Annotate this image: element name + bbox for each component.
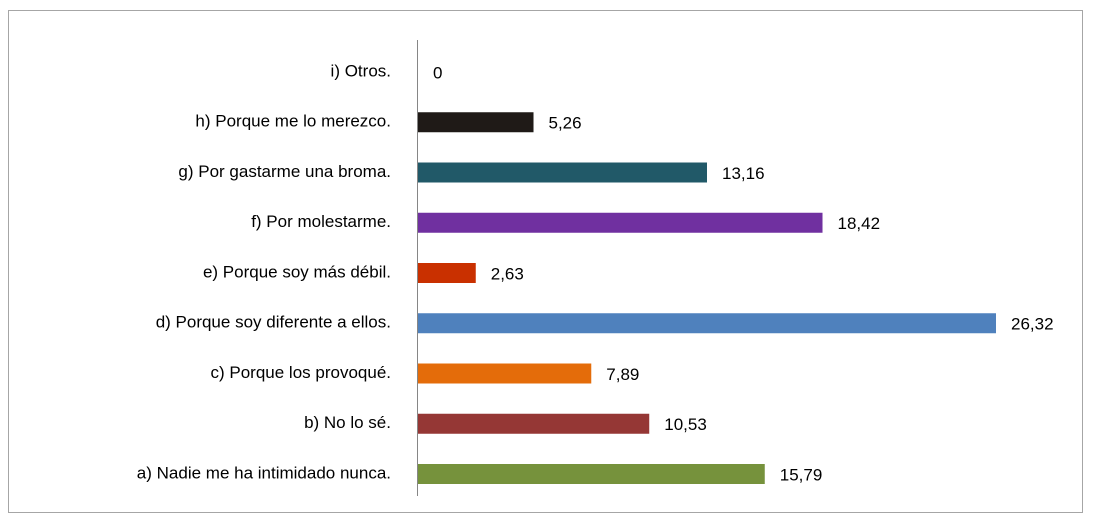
category-label: d) Porque soy diferente a ellos. — [156, 313, 391, 332]
data-label: 5,26 — [549, 114, 582, 133]
category-label: e) Porque soy más débil. — [203, 262, 391, 281]
category-label: c) Porque los provoqué. — [211, 363, 392, 382]
data-label: 26,32 — [1011, 315, 1054, 334]
bar — [418, 263, 476, 283]
data-label: 15,79 — [780, 465, 823, 484]
data-label: 18,42 — [838, 214, 881, 233]
data-label: 10,53 — [664, 415, 707, 434]
category-label: f) Por molestarme. — [251, 212, 391, 231]
bar — [418, 413, 650, 434]
bar — [418, 464, 765, 484]
category-label: b) No lo sé. — [304, 413, 391, 432]
data-label: 0 — [433, 63, 442, 82]
category-label: h) Porque me lo merezco. — [195, 112, 391, 131]
data-label: 2,63 — [491, 264, 524, 283]
bar — [418, 162, 707, 183]
bar — [418, 112, 534, 133]
category-label: i) Otros. — [331, 61, 391, 80]
category-label: a) Nadie me ha intimidado nunca. — [137, 463, 391, 482]
data-label: 13,16 — [722, 164, 765, 183]
bar — [418, 363, 592, 384]
data-label: 7,89 — [606, 365, 639, 384]
category-label: g) Por gastarme una broma. — [178, 162, 391, 181]
bar — [418, 212, 823, 233]
chart-border — [8, 10, 1083, 513]
bar — [418, 313, 996, 334]
